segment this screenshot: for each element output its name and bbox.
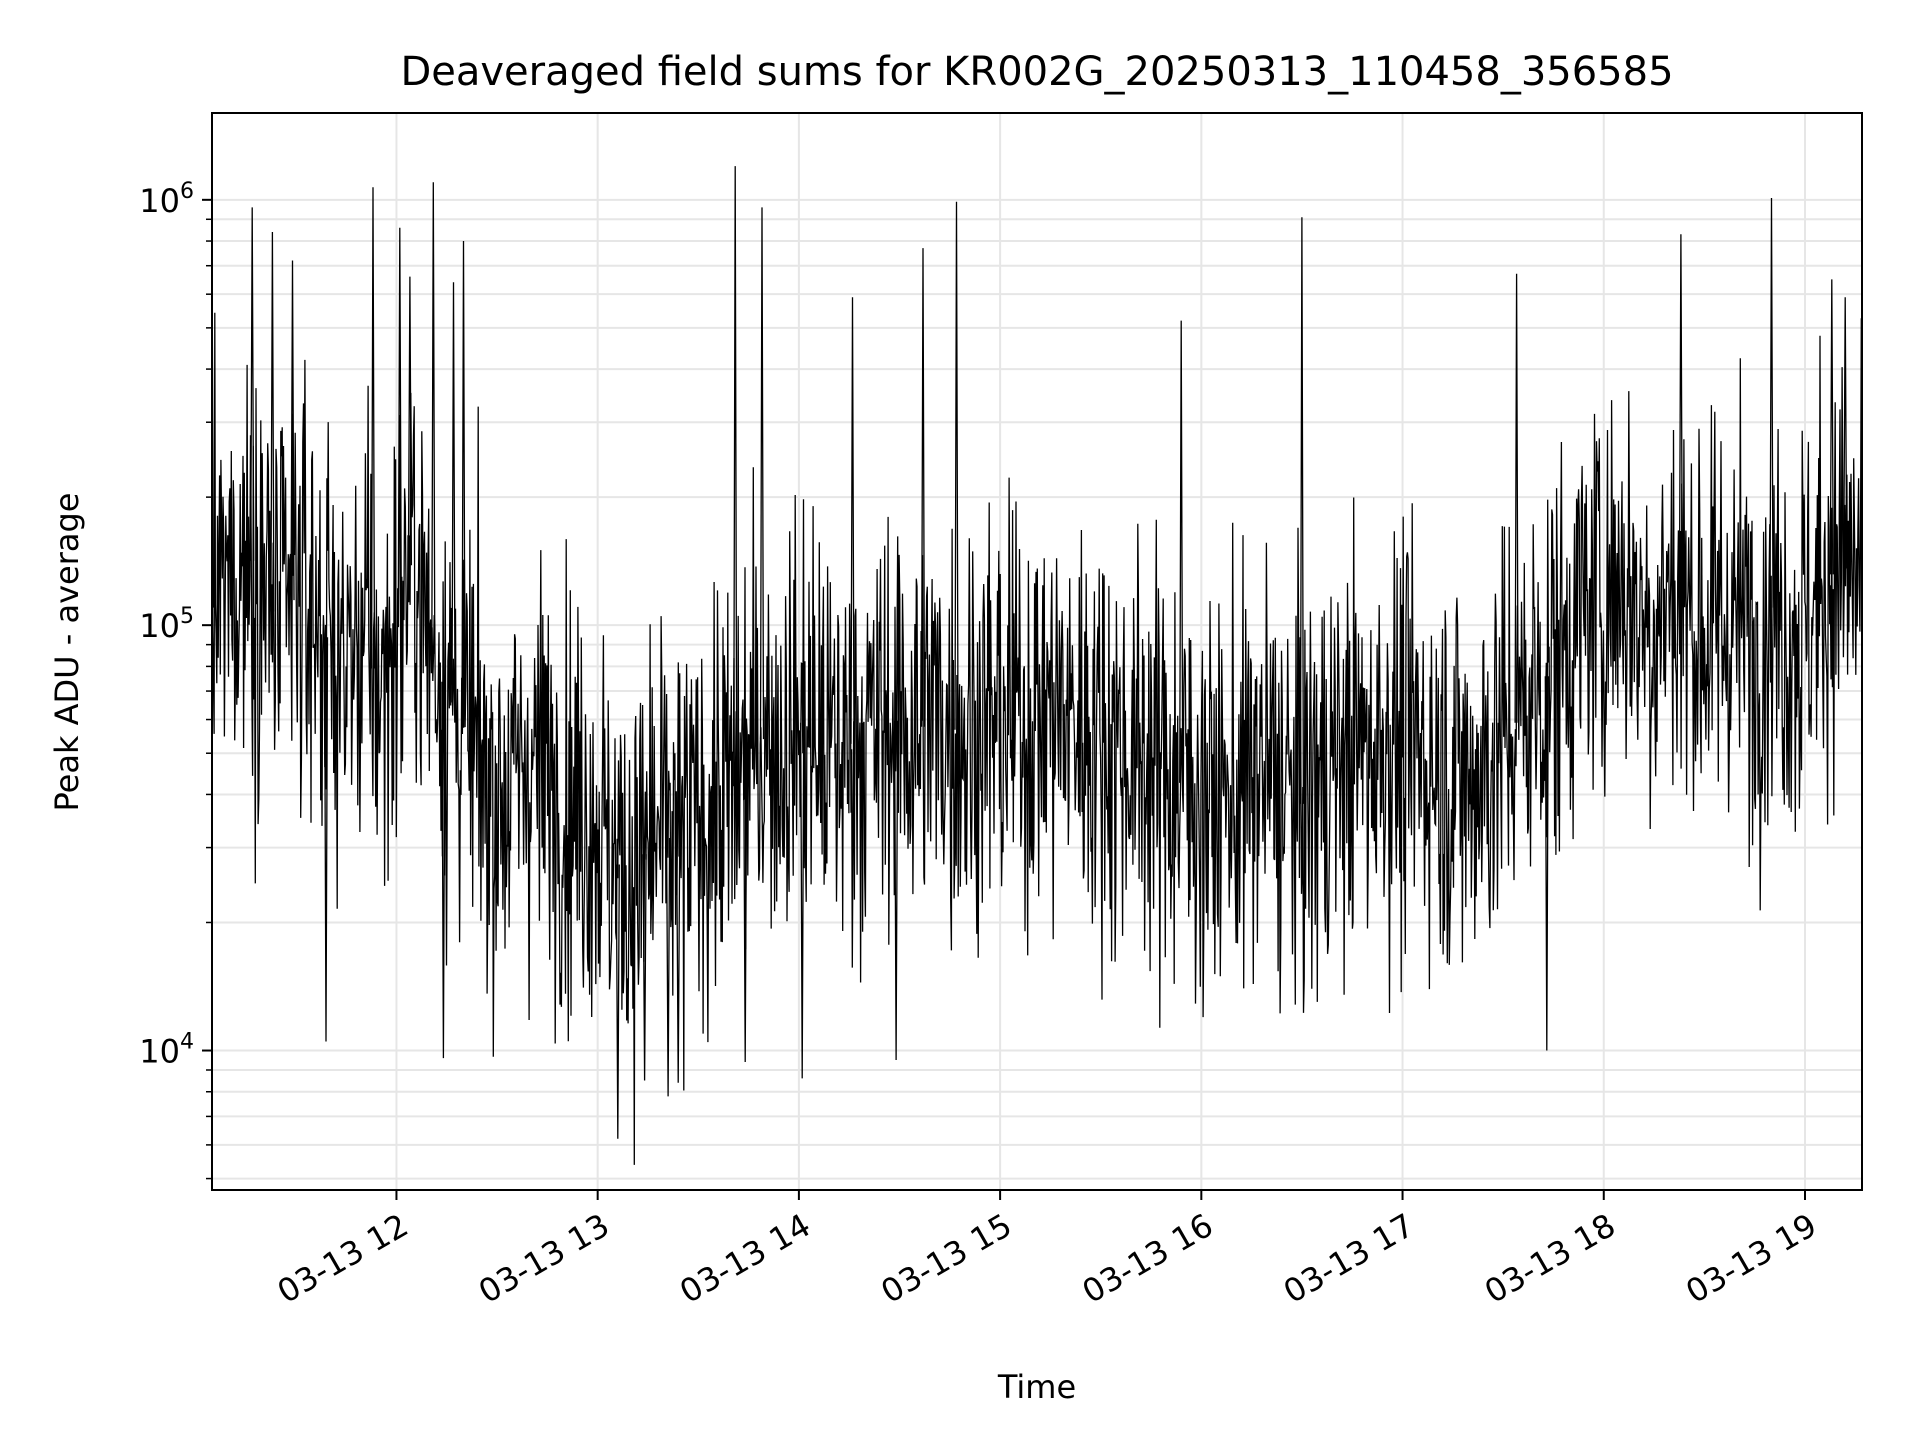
dip-point xyxy=(743,761,748,1063)
spike-point xyxy=(920,248,926,727)
dip-point xyxy=(642,854,647,1081)
series-line xyxy=(212,312,1862,1165)
y-axis: 104 105 106 xyxy=(139,179,212,1180)
spike-point xyxy=(370,187,376,669)
chart-title: Deaveraged field sums for KR002G_2025031… xyxy=(400,49,1673,95)
spike-point xyxy=(270,231,275,612)
spike-point xyxy=(1843,297,1848,569)
spike-point xyxy=(461,240,466,720)
dip-point xyxy=(323,637,329,1042)
y-axis-label: Peak ADU - average xyxy=(48,493,86,812)
dip-point xyxy=(893,720,899,1061)
spike-point xyxy=(1678,234,1684,602)
spike-point xyxy=(954,201,959,730)
spike-point xyxy=(733,166,738,787)
y-tick-label: 105 xyxy=(139,604,194,645)
plot-area xyxy=(212,166,1862,1165)
spike-point xyxy=(1514,273,1519,723)
dip-point xyxy=(1544,676,1549,1051)
spike-point xyxy=(1769,197,1774,608)
y-tick-label: 104 xyxy=(139,1030,194,1071)
x-axis-label: Time xyxy=(997,1368,1076,1406)
y-tick-label: 106 xyxy=(139,179,194,220)
spike-point xyxy=(759,207,765,740)
spike-point xyxy=(250,207,255,561)
spike-point xyxy=(1829,279,1834,575)
plot-frame xyxy=(211,112,1863,1191)
spike-point xyxy=(1179,320,1184,783)
dip-point xyxy=(800,722,805,1079)
spike-point xyxy=(1299,217,1305,804)
spike-point xyxy=(397,227,402,611)
spike-point xyxy=(407,276,413,566)
spike-point xyxy=(451,282,456,703)
spike-point xyxy=(290,260,295,601)
spike-point xyxy=(850,297,855,744)
dip-point xyxy=(615,864,620,1139)
dip-point xyxy=(665,837,671,1097)
dip-point xyxy=(441,681,446,1059)
spike-point xyxy=(431,182,436,654)
dip-point xyxy=(676,845,681,1083)
